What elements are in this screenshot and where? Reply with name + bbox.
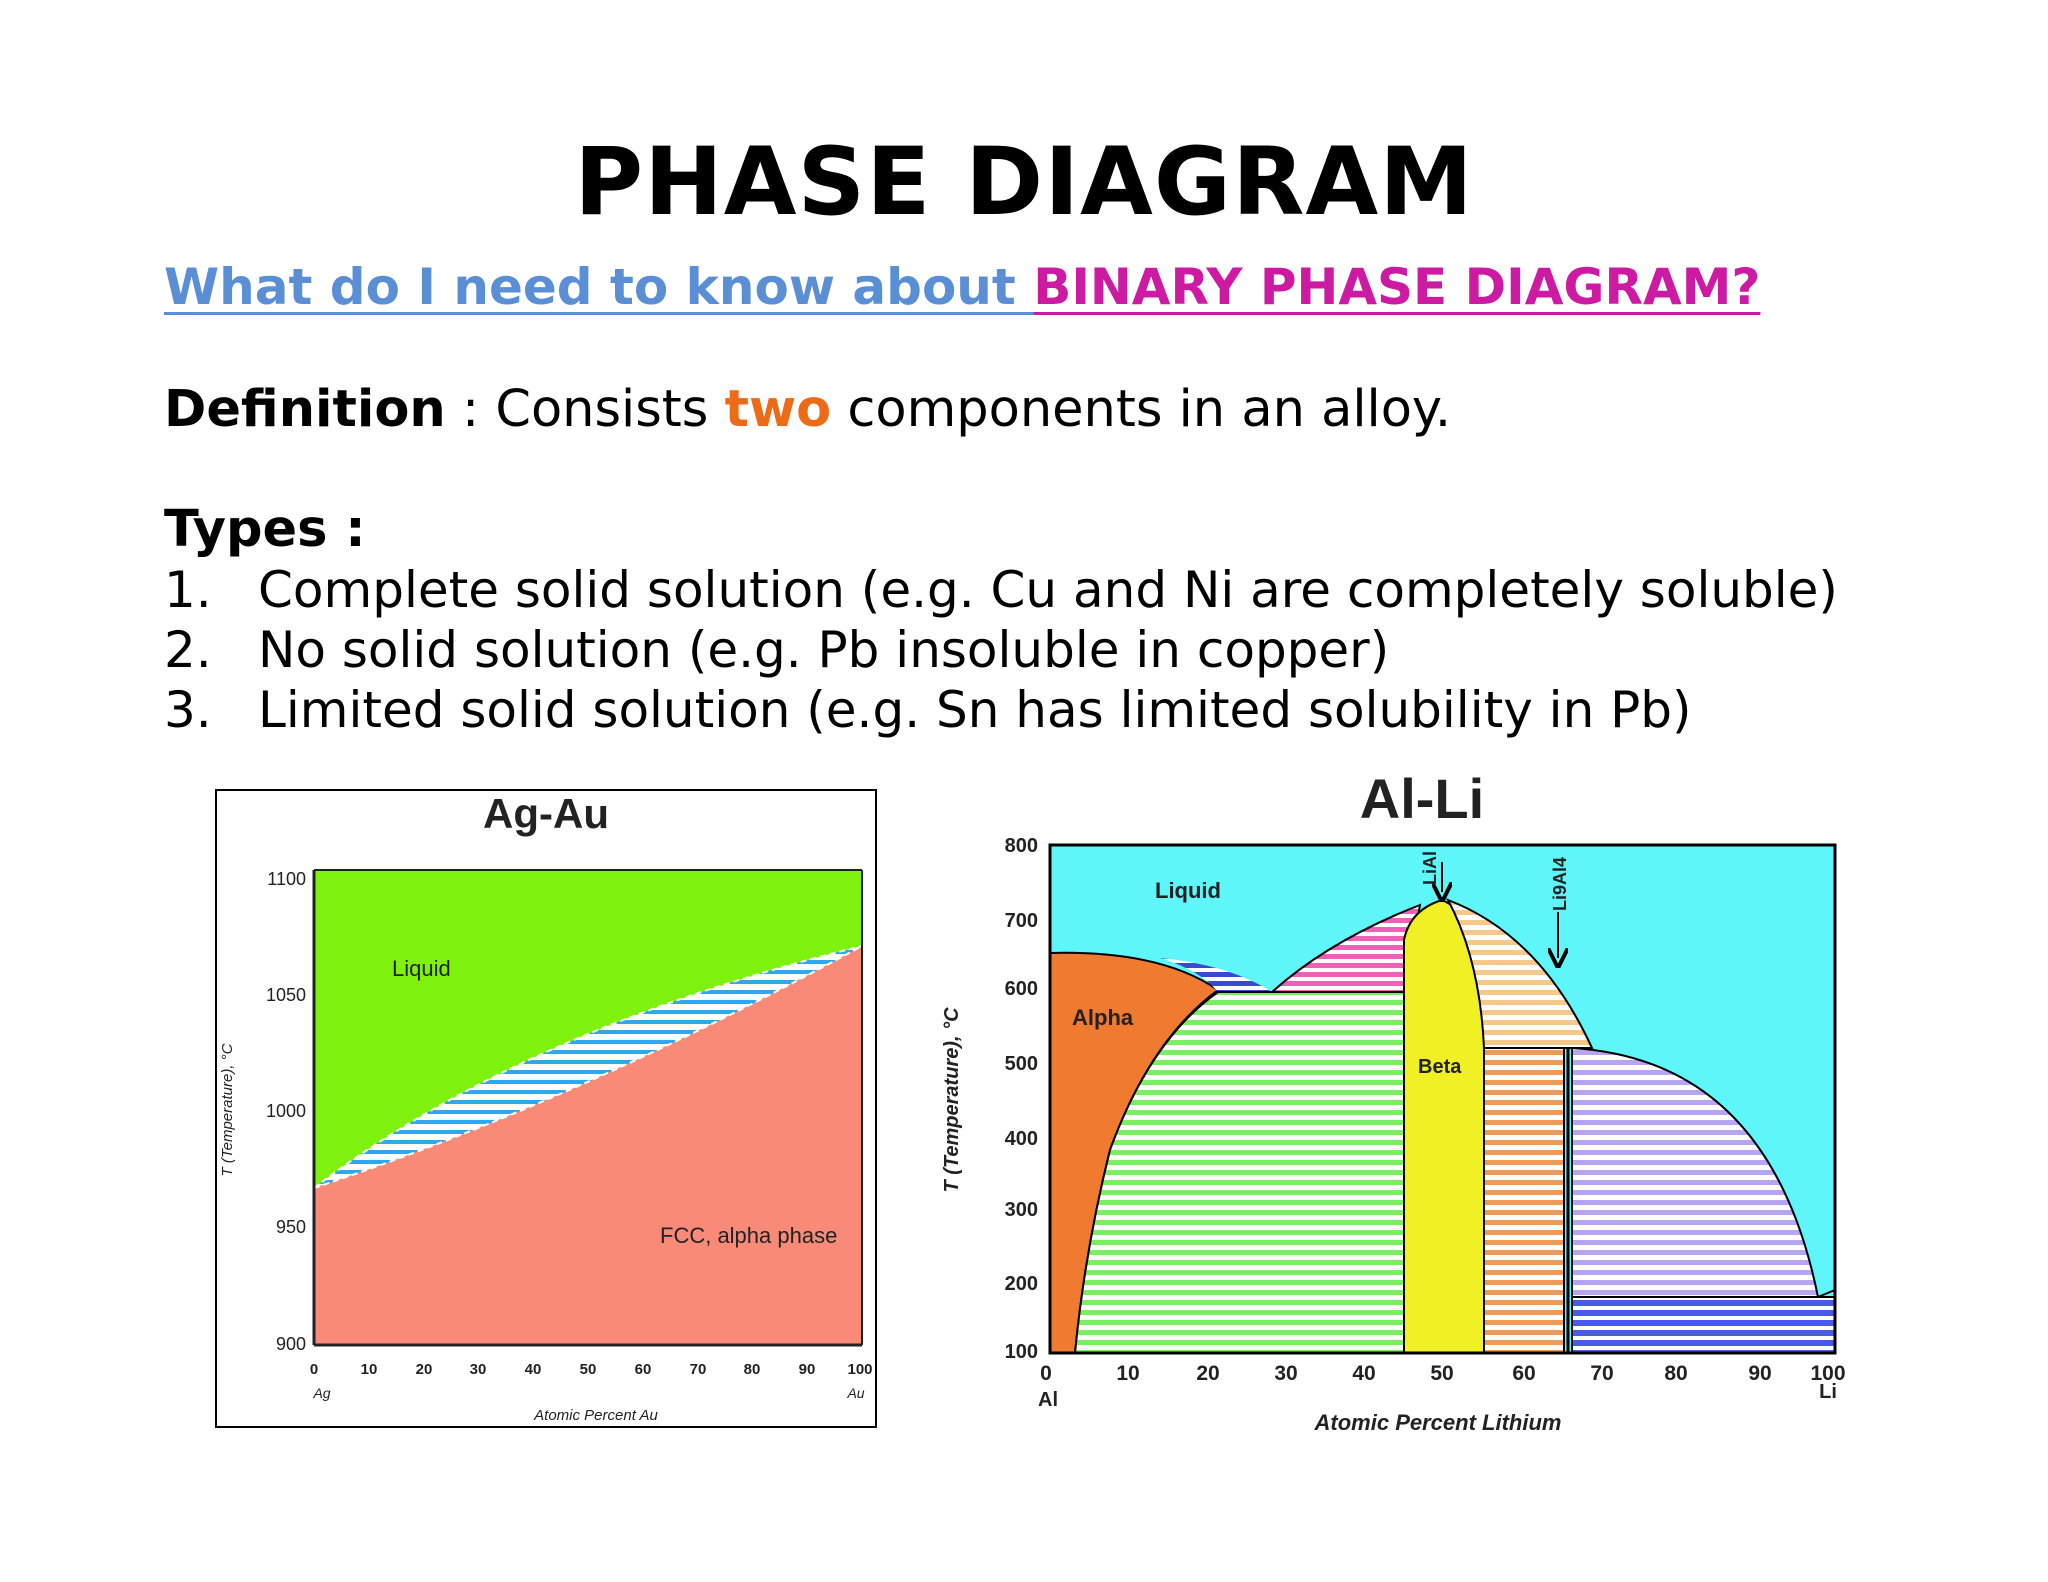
alli-beta-region [1403,898,1485,1354]
agau-x-right-element: Au [846,1385,864,1401]
definition-highlight: two [724,380,832,439]
page-title: PHASE DIAGRAM [574,128,1474,237]
alli-y-tick-label: 200 [1005,1273,1038,1295]
agau-liquidus-line [313,945,863,1189]
alli-li2al-li9al4-region [1571,1046,1820,1298]
types-item: 3. Limited solid solution (e.g. Sn has li… [164,680,1838,740]
alli-y-tick-label: 800 [1005,835,1038,857]
agau-x-tick-label: 70 [690,1361,707,1378]
alli-x-right-element: Li [1819,1381,1837,1403]
subtitle-topic: BINARY PHASE DIAGRAM? [1033,258,1761,316]
agau-solid-label: FCC, alpha phase [660,1223,837,1248]
types-heading: Types : [164,500,366,559]
types-item-text: No solid solution (e.g. Pb insoluble in … [258,621,1390,679]
agau-solid-region [314,946,862,1345]
alli-x-left-element: Al [1038,1389,1058,1411]
types-list: 1. Complete solid solution (e.g. Cu and N… [164,560,1838,740]
alli-y-tick-label: 100 [1005,1341,1038,1363]
agau-y-ticks: 1100 1050 1000 950 900 [266,869,306,1354]
types-item: 2. No solid solution (e.g. Pb insoluble i… [164,620,1838,680]
alli-x-tick-label: 60 [1512,1362,1535,1385]
alli-y-ticks: 800 700 600 500 400 300 200 100 [1005,835,1038,1363]
alli-x-ticks: 0 10 20 30 40 50 60 70 80 90 100 [1040,1362,1845,1385]
agau-x-ticks: 0 10 20 30 40 50 60 70 80 90 100 [310,1361,873,1378]
alli-alpha-label: Alpha [1072,1005,1134,1030]
alli-y-tick-label: 400 [1005,1128,1038,1150]
alli-x-tick-label: 50 [1430,1362,1453,1385]
types-item-number: 2. [164,621,212,679]
alli-x-axis-label: Atomic Percent Lithium [1314,1410,1562,1435]
subtitle-question: What do I need to know about [164,258,1034,316]
alli-alpha-liquid-region [1160,958,1272,992]
agau-title: Ag-Au [483,790,609,837]
agau-x-tick-label: 100 [847,1361,872,1378]
alli-x-tick-label: 40 [1352,1362,1375,1385]
alli-y-axis-label: T (Temperature), °C [941,1007,963,1193]
agau-solidus-line [313,945,863,1189]
alli-y-tick-label: 300 [1005,1199,1038,1221]
alli-x-tick-label: 70 [1590,1362,1613,1385]
agau-x-tick-label: 30 [470,1361,487,1378]
types-item: 1. Complete solid solution (e.g. Cu and N… [164,560,1838,620]
agau-y-tick-label: 1000 [266,1101,306,1121]
alli-y-tick-label: 600 [1005,978,1038,1000]
agau-x-tick-label: 90 [799,1361,816,1378]
alli-lial-label: LiAl [1420,851,1440,885]
agau-x-tick-label: 60 [635,1361,652,1378]
definition: Definition : Consists two components in … [164,380,1451,439]
subtitle: What do I need to know about BINARY PHAS… [164,258,1760,316]
agau-x-tick-label: 0 [310,1361,318,1378]
alli-y-tick-label: 700 [1005,910,1038,932]
alli-alpha-beta-region [1073,991,1405,1354]
alli-pink-region [1269,903,1422,993]
alli-li9al4-label: Li9Al4 [1550,857,1570,911]
agau-y-tick-label: 1050 [266,985,306,1005]
agau-x-left-element: Ag [312,1385,330,1401]
alli-x-tick-label: 20 [1196,1362,1219,1385]
alli-li9al4-li-region [1571,1296,1836,1354]
agau-x-tick-label: 20 [416,1361,433,1378]
alli-liquid-label: Liquid [1155,878,1221,903]
alli-title: Al-Li [1360,767,1484,830]
agau-x-tick-label: 40 [525,1361,542,1378]
agau-x-tick-label: 50 [580,1361,597,1378]
types-item-number: 3. [164,681,212,739]
alli-beta-label: Beta [1418,1056,1462,1078]
types-item-text: Complete solid solution (e.g. Cu and Ni … [258,561,1838,619]
agau-y-tick-label: 950 [276,1217,306,1237]
agau-y-axis-label: T (Temperature), °C [219,1043,236,1176]
types-item-text: Limited solid solution (e.g. Sn has limi… [258,681,1692,739]
alli-frame [1048,843,1837,1355]
alli-x-tick-label: 100 [1810,1362,1845,1385]
alli-x-tick-label: 30 [1274,1362,1297,1385]
agau-y-tick-label: 1100 [267,869,306,889]
alli-y-tick-label: 500 [1005,1053,1038,1075]
agau-two-phase-region [314,946,862,1188]
agau-diagram: Ag-Au Liquid FCC, alpha phase 1100 1050 … [215,789,877,1428]
agau-x-tick-label: 80 [744,1361,761,1378]
definition-rest: components in an alloy. [831,380,1452,439]
alli-phase-line [1817,1289,1836,1298]
agau-y-tick-label: 900 [276,1334,306,1354]
agau-x-tick-label: 10 [361,1361,378,1378]
agau-liquid-label: Liquid [392,956,451,981]
alli-x-tick-label: 80 [1664,1362,1687,1385]
definition-separator: : Consists [445,380,725,439]
types-item-number: 1. [164,561,212,619]
alli-tan-region [1445,898,1594,1049]
alli-x-tick-label: 90 [1748,1362,1771,1385]
alli-beta-li2al-region [1483,1047,1565,1354]
alli-x-tick-label: 0 [1040,1362,1052,1385]
agau-x-axis-label: Atomic Percent Au [533,1407,658,1424]
alli-diagram: Al-Li [941,767,1846,1435]
alli-x-tick-label: 10 [1116,1362,1139,1385]
definition-label: Definition [164,380,446,439]
